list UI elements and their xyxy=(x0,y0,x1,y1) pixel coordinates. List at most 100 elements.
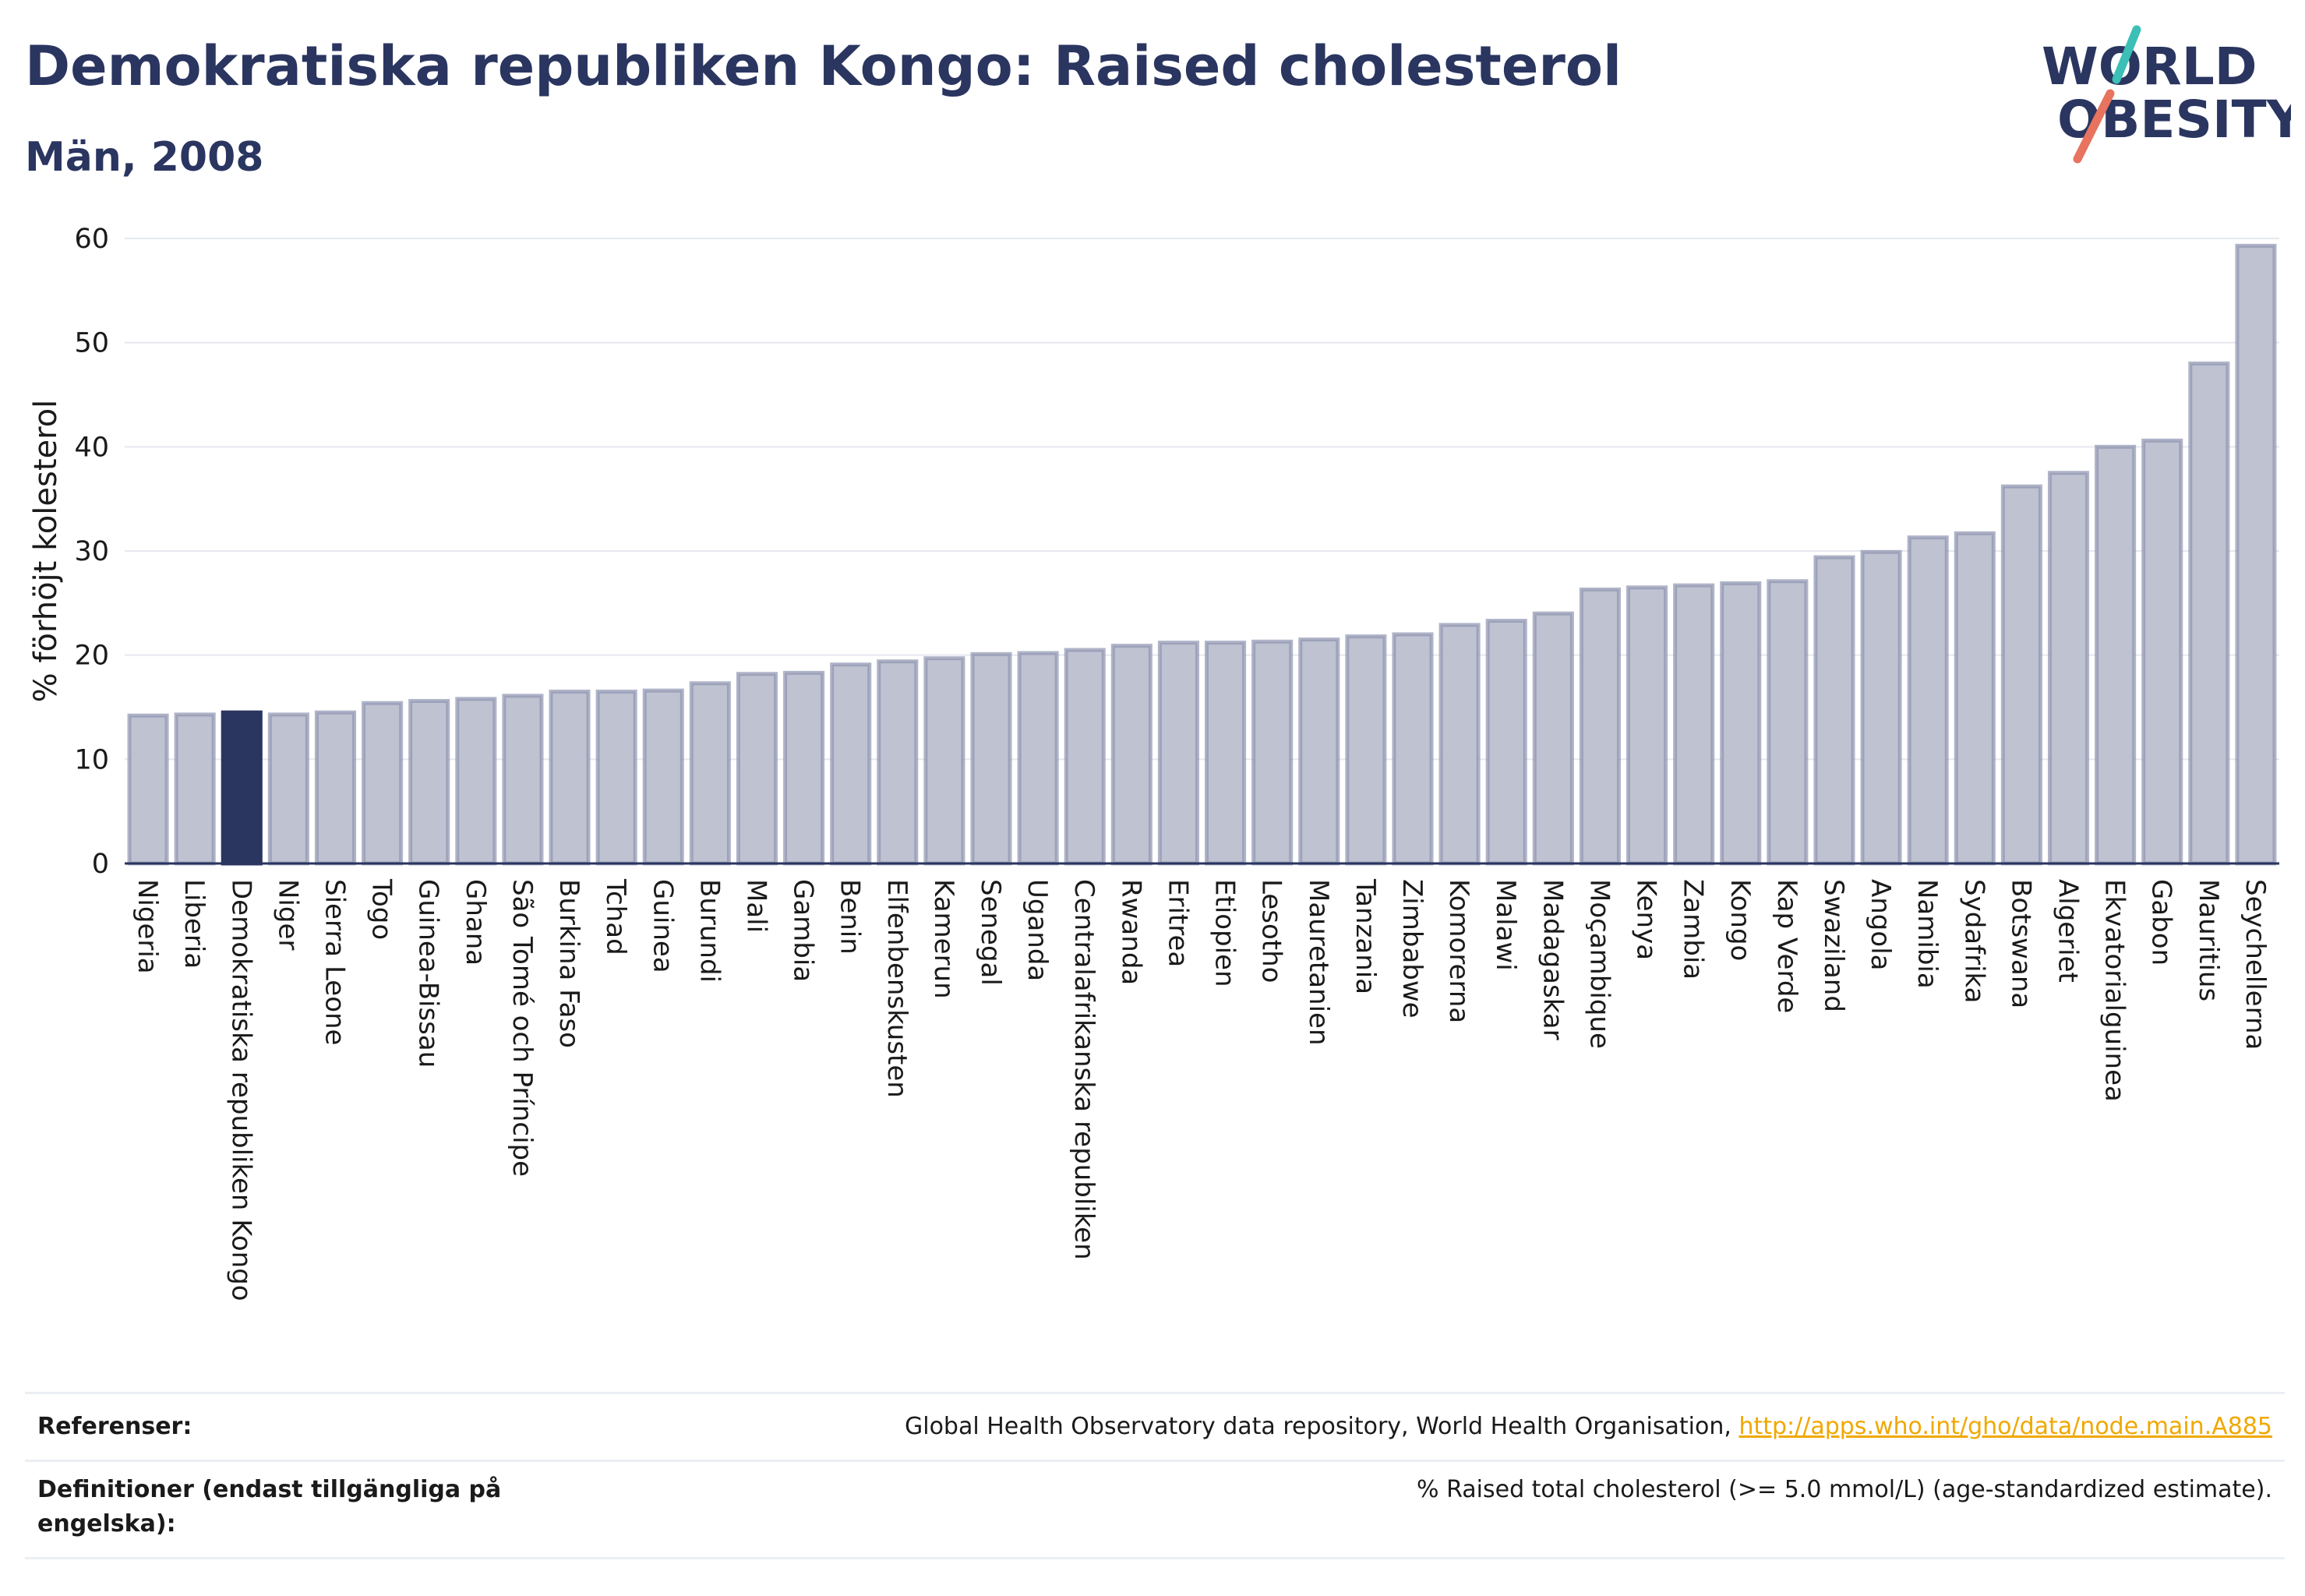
definitions-label: Definitioner (endast tillgängliga på eng… xyxy=(37,1476,502,1538)
x-category-label: Seychellerna xyxy=(2240,879,2271,1050)
bar xyxy=(736,672,778,866)
y-tick-label: 50 xyxy=(74,328,109,359)
bar xyxy=(830,662,872,866)
bar xyxy=(174,712,216,866)
y-tick-label: 0 xyxy=(92,849,109,880)
bar xyxy=(2188,361,2230,866)
chart-title: Demokratiska republiken Kongo: Raised ch… xyxy=(25,34,1622,98)
x-category-label: Nigeria xyxy=(132,879,163,974)
bar xyxy=(689,681,731,866)
x-category-label: Rwanda xyxy=(1115,879,1146,985)
x-category-label: Zambia xyxy=(1678,879,1709,980)
x-category-label: Guinea xyxy=(647,879,678,973)
bar xyxy=(1860,549,1902,866)
x-category-label: Mauritius xyxy=(2193,879,2224,1001)
bar xyxy=(1532,611,1574,866)
y-tick-labels: 0 10 20 30 40 50 60 xyxy=(74,224,109,880)
x-category-label: Ekvatorialguinea xyxy=(2099,879,2130,1102)
y-tick-label: 30 xyxy=(74,536,109,567)
bar xyxy=(1205,641,1247,866)
references-row: Referenser: Global Health Observatory da… xyxy=(25,1392,2285,1460)
bar xyxy=(1251,639,1294,866)
bar xyxy=(595,689,637,866)
bar xyxy=(1345,634,1387,866)
x-category-label: Botswana xyxy=(2005,879,2036,1008)
bar xyxy=(502,694,544,866)
x-category-label: Algeriet xyxy=(2053,879,2084,983)
bar xyxy=(783,670,825,866)
y-axis-title: % förhöjt kolesterol xyxy=(28,400,64,703)
definitions-row: Definitioner (endast tillgängliga på eng… xyxy=(25,1460,2285,1559)
bar xyxy=(1813,555,1855,866)
bar xyxy=(1767,579,1809,866)
bar xyxy=(549,689,591,866)
bar xyxy=(970,651,1012,866)
bar xyxy=(455,697,497,866)
bar xyxy=(1673,583,1715,866)
bar xyxy=(1110,644,1152,866)
x-category-label: Niger xyxy=(272,879,303,950)
bar xyxy=(1064,648,1106,866)
bar xyxy=(642,688,684,866)
logo-slash-coral-icon xyxy=(2073,89,2115,164)
x-category-label: Sierra Leone xyxy=(319,879,350,1045)
footer: Referenser: Global Health Observatory da… xyxy=(25,1392,2285,1559)
x-category-label: Sydafrika xyxy=(1958,879,1989,1003)
x-category-label: Eritrea xyxy=(1162,879,1193,967)
bar xyxy=(1907,535,1949,866)
bar xyxy=(1579,587,1621,866)
bars xyxy=(127,243,2277,866)
bar xyxy=(1438,623,1481,866)
bar xyxy=(1017,651,1059,866)
x-category-label: Komorerna xyxy=(1443,879,1474,1023)
x-category-label: Tanzania xyxy=(1350,878,1381,994)
x-category-label: Gabon xyxy=(2146,879,2177,966)
definitions-value: % Raised total cholesterol (>= 5.0 mmol/… xyxy=(1417,1476,2272,1503)
bar xyxy=(1720,581,1762,866)
bar xyxy=(267,712,309,866)
references-label: Referenser: xyxy=(37,1413,192,1440)
x-category-label: Burkina Faso xyxy=(553,879,584,1048)
logo-slash-teal-icon xyxy=(2112,25,2141,84)
x-category-label: Moçambique xyxy=(1583,879,1615,1049)
x-category-label: Kongo xyxy=(1724,879,1756,961)
logo-line2: OBESITY xyxy=(2057,90,2291,150)
bar xyxy=(362,701,404,866)
bar xyxy=(221,710,263,866)
x-category-label: Liberia xyxy=(178,879,210,969)
bar-chart: 0 10 20 30 40 50 60 Nigeria Liberia Demokratiska… xyxy=(28,224,2279,1301)
bar xyxy=(1485,619,1527,866)
bar xyxy=(2000,484,2042,866)
x-category-label: Mali xyxy=(740,879,771,933)
x-category-labels: Nigeria Liberia Demokratiska republiken Ko… xyxy=(132,878,2271,1301)
bar xyxy=(314,710,357,866)
x-category-label: Malawi xyxy=(1490,879,1521,971)
bar xyxy=(2141,438,2183,866)
y-tick-label: 60 xyxy=(74,224,109,255)
bar xyxy=(1954,531,1996,866)
bar xyxy=(2047,471,2090,866)
world-obesity-logo: WORLD OBESITY xyxy=(2026,20,2305,176)
bar xyxy=(923,656,965,866)
x-category-label: Swaziland xyxy=(1818,879,1849,1012)
y-tick-label: 20 xyxy=(74,641,109,672)
x-category-label: Elfenbenskusten xyxy=(881,879,912,1098)
x-category-label: Ghana xyxy=(460,879,491,966)
bar xyxy=(2235,243,2277,866)
bar xyxy=(1157,641,1199,866)
x-category-label: Centralafrikanska republiken xyxy=(1068,879,1100,1260)
bar xyxy=(1298,637,1340,866)
references-link[interactable]: http://apps.who.int/gho/data/node.main.A… xyxy=(1738,1413,2272,1440)
x-category-label: Uganda xyxy=(1022,879,1053,981)
logo-icon: WORLD OBESITY xyxy=(2042,25,2305,164)
x-category-label: Kenya xyxy=(1631,879,1662,960)
x-category-label: Zimbabwe xyxy=(1396,879,1428,1019)
y-tick-label: 10 xyxy=(74,744,109,775)
references-text: Global Health Observatory data repositor… xyxy=(905,1413,1731,1440)
x-category-label: Kap Verde xyxy=(1771,879,1802,1013)
logo-line1: WORLD xyxy=(2042,37,2257,97)
x-category-label: Demokratiska republiken Kongo xyxy=(225,879,256,1301)
x-category-label: Burundi xyxy=(694,879,725,983)
x-category-label: Etiopien xyxy=(1209,879,1241,987)
x-category-label: Senegal xyxy=(975,879,1006,986)
